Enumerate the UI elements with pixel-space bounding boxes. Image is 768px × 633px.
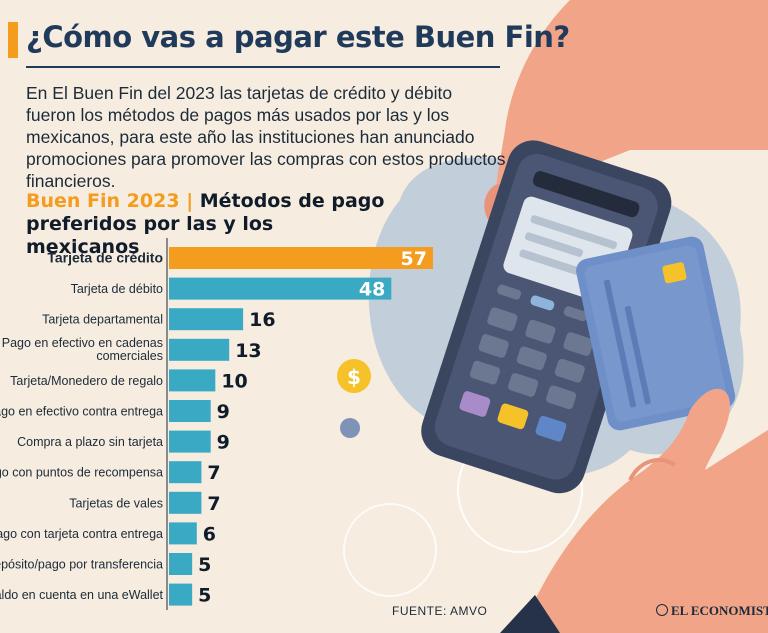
globe-icon <box>656 604 668 616</box>
payment-terminal-illustration: $ <box>337 0 768 633</box>
source-note: FUENTE: AMVO <box>392 604 488 618</box>
intro-paragraph: En El Buen Fin del 2023 las tarjetas de … <box>26 83 506 191</box>
publisher-name: EL ECONOMISTA <box>671 603 768 618</box>
value-label-8: 7 <box>207 493 220 515</box>
chart-title-line2: preferidos por las y los mexicanos <box>26 213 274 258</box>
category-label-3: Pago en efectivo en cadenas comerciales <box>2 336 163 363</box>
category-label-5: Pago en efectivo contra entrega <box>0 405 163 419</box>
svg-text:$: $ <box>347 365 361 389</box>
lower-hand <box>520 388 768 633</box>
bar-5 <box>169 400 211 422</box>
chart-title-separator: | <box>186 190 194 212</box>
category-label-7: Pago con puntos de recompensa <box>0 466 163 480</box>
bar-8 <box>169 491 202 514</box>
category-label-1: Tarjeta de débito <box>71 282 163 296</box>
decorative-dot <box>340 418 360 438</box>
title-accent-bar <box>8 22 18 58</box>
category-label-0: Tarjeta de crédito <box>47 250 163 266</box>
value-label-0: 57 <box>401 248 427 270</box>
bar-1 <box>169 277 392 300</box>
category-label-4: Tarjeta/Monedero de regalo <box>10 374 163 388</box>
bar-4 <box>169 369 216 392</box>
category-label-6: Compra a plazo sin tarjeta <box>17 435 163 449</box>
value-label-7: 7 <box>207 462 220 484</box>
publisher-logo: EL ECONOMISTA <box>656 603 768 619</box>
value-label-5: 9 <box>217 401 230 423</box>
value-label-9: 6 <box>203 523 216 545</box>
category-label-9: Pago con tarjeta contra entrega <box>0 527 163 541</box>
value-label-2: 16 <box>249 309 275 331</box>
chart-title-highlight: Buen Fin 2023 <box>26 190 180 212</box>
bar-10 <box>169 553 193 575</box>
bar-7 <box>169 461 202 484</box>
category-label-8: Tarjetas de vales <box>69 496 163 510</box>
bar-3 <box>169 338 230 361</box>
value-label-10: 5 <box>198 554 211 576</box>
value-label-1: 48 <box>359 279 385 301</box>
bar-9 <box>169 522 197 545</box>
category-label-2: Tarjeta departamental <box>42 313 163 327</box>
value-label-6: 9 <box>217 432 230 454</box>
bar-11 <box>169 583 193 606</box>
bar-6 <box>169 430 211 453</box>
page-title: ¿Cómo vas a pagar este Buen Fin? <box>26 20 570 54</box>
bar-0 <box>169 247 433 269</box>
category-label-11: Saldo en cuenta en una eWallet <box>0 588 164 602</box>
decorative-ring <box>343 503 437 597</box>
coin-icon <box>337 359 371 393</box>
value-label-11: 5 <box>198 585 211 607</box>
chart-title: Buen Fin 2023 | Métodos de pago preferid… <box>26 190 386 259</box>
bar-2 <box>169 308 244 331</box>
category-label-10: Depósito/pago por transferencia <box>0 558 163 572</box>
value-label-4: 10 <box>221 370 247 392</box>
value-label-3: 13 <box>235 340 261 362</box>
chart-title-line1: Métodos de pago <box>199 190 385 212</box>
title-divider <box>26 66 500 68</box>
